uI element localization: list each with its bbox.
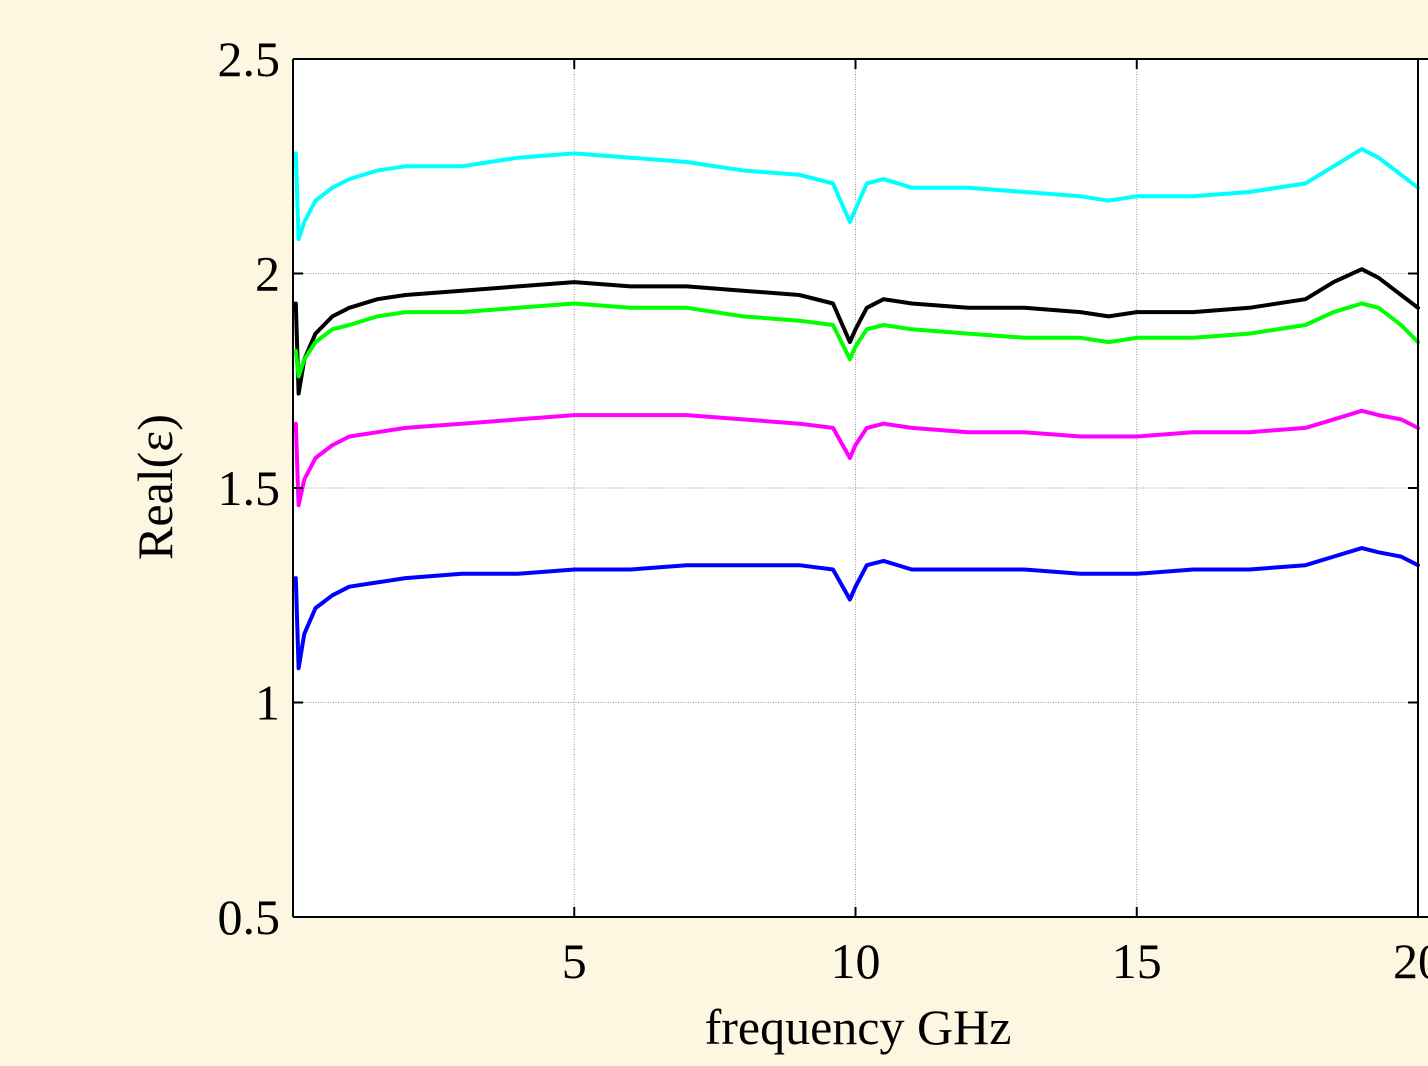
x-tick-label: 10	[831, 933, 881, 989]
x-axis-label: frequency GHz	[705, 999, 1012, 1055]
y-tick-label: 1.5	[218, 460, 281, 516]
y-tick-label: 2	[255, 246, 280, 302]
y-tick-label: 1	[255, 675, 280, 731]
y-axis-label: Real(ε)	[127, 414, 183, 560]
y-tick-label: 2.5	[218, 31, 281, 87]
y-tick-label: 0.5	[218, 889, 281, 945]
x-tick-label: 15	[1112, 933, 1162, 989]
x-tick-label: 20	[1393, 933, 1428, 989]
x-tick-label: 5	[562, 933, 587, 989]
